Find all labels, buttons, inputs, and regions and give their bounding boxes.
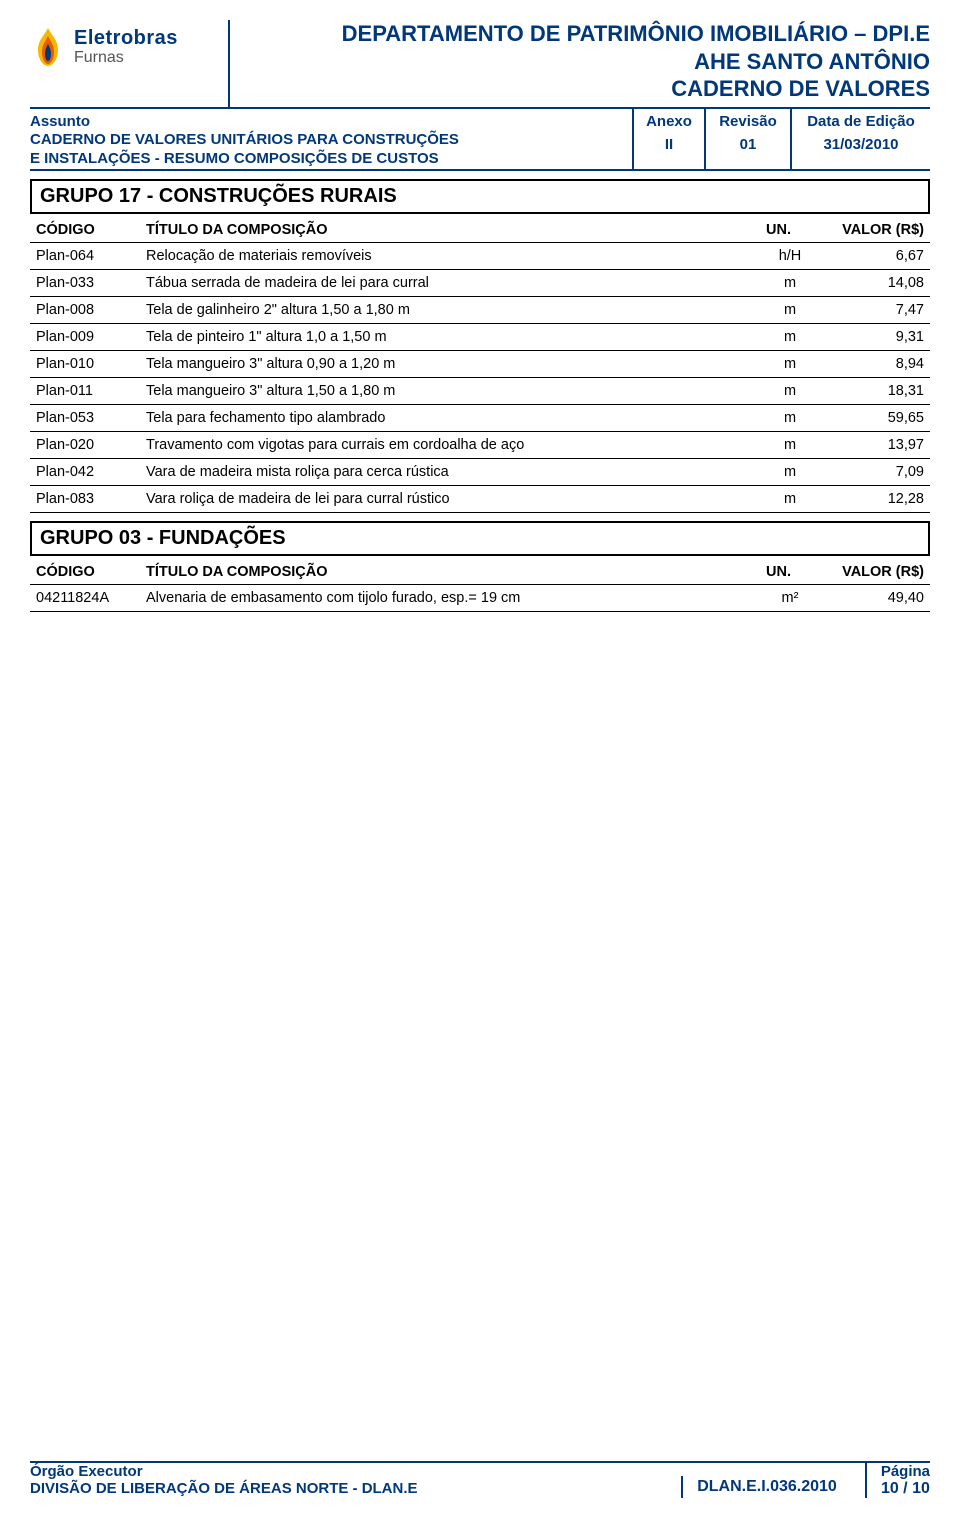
orgao-value: DIVISÃO DE LIBERAÇÃO DE ÁREAS NORTE - DL…: [30, 1480, 681, 1497]
cell-codigo: Plan-033: [30, 269, 140, 296]
logo-line1: Eletrobras: [74, 28, 178, 48]
page-box: Página 10 / 10: [865, 1463, 930, 1498]
group-title: GRUPO 17 - CONSTRUÇÕES RURAIS: [40, 185, 920, 208]
cell-valor: 12,28: [820, 485, 930, 512]
data-value: 31/03/2010: [802, 136, 920, 153]
cell-titulo: Tábua serrada de madeira de lei para cur…: [140, 269, 760, 296]
flame-icon: [30, 26, 66, 68]
anexo-box: Anexo II: [632, 109, 704, 169]
table-row: Plan-033Tábua serrada de madeira de lei …: [30, 269, 930, 296]
cell-un: m: [760, 485, 820, 512]
document-header: DEPARTAMENTO DE PATRIMÔNIO IMOBILIÁRIO –…: [230, 20, 930, 107]
group-title-box: GRUPO 17 - CONSTRUÇÕES RURAIS: [30, 179, 930, 214]
cell-un: m: [760, 377, 820, 404]
column-header-un: UN.: [760, 560, 820, 585]
logo-cell: Eletrobras Furnas: [30, 20, 230, 107]
cell-codigo: Plan-009: [30, 323, 140, 350]
assunto-block: Assunto CADERNO DE VALORES UNITÁRIOS PAR…: [30, 109, 632, 169]
cell-valor: 8,94: [820, 350, 930, 377]
cell-titulo: Tela para fechamento tipo alambrado: [140, 404, 760, 431]
anexo-label: Anexo: [644, 113, 694, 130]
cell-titulo: Tela de pinteiro 1" altura 1,0 a 1,50 m: [140, 323, 760, 350]
cell-codigo: Plan-011: [30, 377, 140, 404]
meta-divider: [30, 169, 930, 171]
cell-un: m: [760, 431, 820, 458]
group-title: GRUPO 03 - FUNDAÇÕES: [40, 527, 920, 550]
table-row: Plan-009Tela de pinteiro 1" altura 1,0 a…: [30, 323, 930, 350]
composition-table: CÓDIGOTÍTULO DA COMPOSIÇÃOUN.VALOR (R$)P…: [30, 218, 930, 513]
assunto-line2: E INSTALAÇÕES - RESUMO COMPOSIÇÕES DE CU…: [30, 149, 632, 169]
cell-codigo: Plan-008: [30, 296, 140, 323]
cell-titulo: Vara de madeira mista roliça para cerca …: [140, 458, 760, 485]
cell-titulo: Relocação de materiais removíveis: [140, 242, 760, 269]
header-line-3: CADERNO DE VALORES: [238, 75, 930, 103]
table-row: Plan-064Relocação de materiais removívei…: [30, 242, 930, 269]
table-row: Plan-042Vara de madeira mista roliça par…: [30, 458, 930, 485]
anexo-value: II: [644, 136, 694, 153]
cell-un: m: [760, 269, 820, 296]
data-label: Data de Edição: [802, 113, 920, 130]
cell-valor: 14,08: [820, 269, 930, 296]
cell-un: m²: [760, 584, 820, 611]
cell-valor: 13,97: [820, 431, 930, 458]
composition-table: CÓDIGOTÍTULO DA COMPOSIÇÃOUN.VALOR (R$)0…: [30, 560, 930, 612]
revisao-value: 01: [716, 136, 780, 153]
table-row: 04211824AAlvenaria de embasamento com ti…: [30, 584, 930, 611]
column-header-valor: VALOR (R$): [820, 218, 930, 243]
cell-un: m: [760, 458, 820, 485]
cell-un: m: [760, 404, 820, 431]
cell-valor: 59,65: [820, 404, 930, 431]
cell-titulo: Tela mangueiro 3" altura 1,50 a 1,80 m: [140, 377, 760, 404]
column-header-un: UN.: [760, 218, 820, 243]
table-row: Plan-053Tela para fechamento tipo alambr…: [30, 404, 930, 431]
cell-codigo: 04211824A: [30, 584, 140, 611]
column-header-titulo: TÍTULO DA COMPOSIÇÃO: [140, 560, 760, 585]
pagina-value: 10 / 10: [881, 1480, 930, 1498]
cell-valor: 6,67: [820, 242, 930, 269]
cell-valor: 7,47: [820, 296, 930, 323]
revisao-box: Revisão 01: [704, 109, 790, 169]
cell-codigo: Plan-083: [30, 485, 140, 512]
revisao-label: Revisão: [716, 113, 780, 130]
group-title-box: GRUPO 03 - FUNDAÇÕES: [30, 521, 930, 556]
assunto-line1: CADERNO DE VALORES UNITÁRIOS PARA CONSTR…: [30, 130, 632, 150]
table-row: Plan-011Tela mangueiro 3" altura 1,50 a …: [30, 377, 930, 404]
table-row: Plan-020Travamento com vigotas para curr…: [30, 431, 930, 458]
table-row: Plan-010Tela mangueiro 3" altura 0,90 a …: [30, 350, 930, 377]
cell-titulo: Tela de galinheiro 2" altura 1,50 a 1,80…: [140, 296, 760, 323]
header-line-2: AHE SANTO ANTÔNIO: [238, 48, 930, 76]
column-header-codigo: CÓDIGO: [30, 560, 140, 585]
cell-un: m: [760, 323, 820, 350]
cell-codigo: Plan-010: [30, 350, 140, 377]
column-header-codigo: CÓDIGO: [30, 218, 140, 243]
doc-code: DLAN.E.I.036.2010: [681, 1476, 851, 1498]
cell-titulo: Alvenaria de embasamento com tijolo fura…: [140, 584, 760, 611]
pagina-label: Página: [881, 1463, 930, 1480]
cell-un: h/H: [760, 242, 820, 269]
column-header-valor: VALOR (R$): [820, 560, 930, 585]
assunto-label: Assunto: [30, 113, 632, 130]
cell-valor: 18,31: [820, 377, 930, 404]
column-header-titulo: TÍTULO DA COMPOSIÇÃO: [140, 218, 760, 243]
orgao-label: Órgão Executor: [30, 1463, 681, 1480]
cell-codigo: Plan-042: [30, 458, 140, 485]
footer-left: Órgão Executor DIVISÃO DE LIBERAÇÃO DE Á…: [30, 1463, 681, 1498]
cell-valor: 49,40: [820, 584, 930, 611]
cell-codigo: Plan-020: [30, 431, 140, 458]
cell-valor: 7,09: [820, 458, 930, 485]
cell-valor: 9,31: [820, 323, 930, 350]
data-edicao-box: Data de Edição 31/03/2010: [790, 109, 930, 169]
table-row: Plan-083Vara roliça de madeira de lei pa…: [30, 485, 930, 512]
cell-titulo: Travamento com vigotas para currais em c…: [140, 431, 760, 458]
cell-un: m: [760, 296, 820, 323]
logo-line2: Furnas: [74, 50, 178, 66]
table-row: Plan-008Tela de galinheiro 2" altura 1,5…: [30, 296, 930, 323]
cell-titulo: Vara roliça de madeira de lei para curra…: [140, 485, 760, 512]
cell-titulo: Tela mangueiro 3" altura 0,90 a 1,20 m: [140, 350, 760, 377]
cell-codigo: Plan-064: [30, 242, 140, 269]
cell-un: m: [760, 350, 820, 377]
cell-codigo: Plan-053: [30, 404, 140, 431]
header-line-1: DEPARTAMENTO DE PATRIMÔNIO IMOBILIÁRIO –…: [238, 20, 930, 48]
